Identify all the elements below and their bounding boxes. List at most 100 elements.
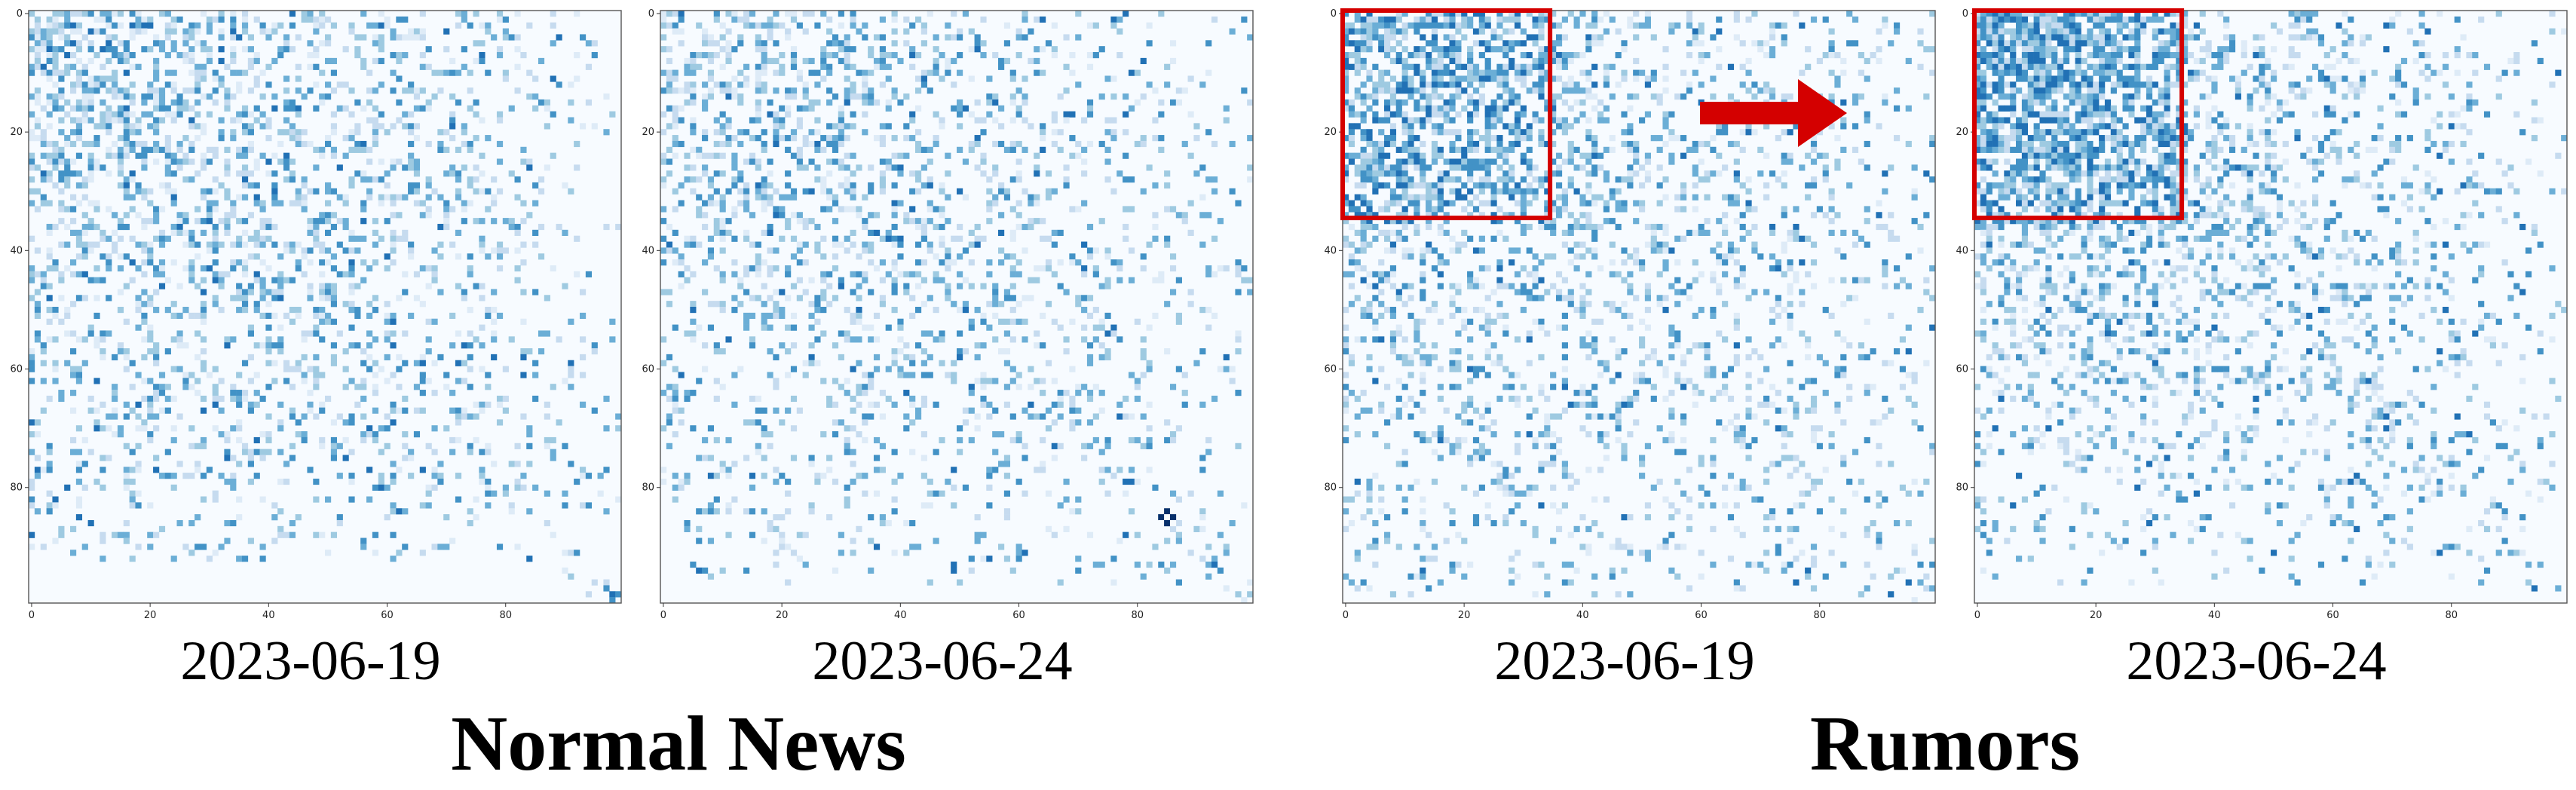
heatmap-cell <box>200 473 207 479</box>
heatmap-cell <box>325 550 332 556</box>
heatmap-cell <box>241 176 249 183</box>
heatmap-cell <box>838 550 844 556</box>
heatmap-cell <box>425 336 432 343</box>
heatmap-cell <box>496 140 504 148</box>
heatmap-cell <box>319 295 326 302</box>
heatmap-cell <box>283 99 290 106</box>
heatmap-cell <box>158 146 166 153</box>
heatmap-cell <box>1343 81 1349 88</box>
heatmap-cell <box>603 93 610 100</box>
heatmap-cell <box>1075 206 1082 213</box>
heatmap-cell <box>467 519 473 527</box>
heatmap-cell <box>1420 22 1426 29</box>
heatmap-cell <box>1028 413 1034 420</box>
heatmap-cell <box>1051 140 1058 148</box>
heatmap-cell <box>52 158 59 165</box>
heatmap-cell <box>939 182 945 189</box>
heatmap-cell <box>951 484 957 491</box>
heatmap-cell <box>259 277 266 283</box>
heatmap-cell <box>538 57 545 65</box>
heatmap-cell <box>1514 75 1521 82</box>
heatmap-cell <box>749 484 756 491</box>
heatmap-cell <box>957 223 963 231</box>
heatmap-cell <box>1769 87 1776 94</box>
heatmap-cell <box>1550 52 1557 59</box>
heatmap-cell <box>1140 336 1147 343</box>
heatmap-cell <box>123 531 130 538</box>
heatmap-cell <box>425 46 432 53</box>
heatmap-cell <box>1532 81 1539 88</box>
heatmap-cell <box>678 140 685 148</box>
heatmap-cell <box>808 105 815 112</box>
heatmap-cell <box>1040 123 1046 130</box>
heatmap-cell <box>259 241 266 248</box>
heatmap-cell <box>188 57 195 65</box>
heatmap-cell <box>87 277 94 283</box>
heatmap-cell <box>502 16 509 23</box>
heatmap-cell <box>1104 129 1111 136</box>
heatmap-cell <box>702 28 709 35</box>
heatmap-cell <box>1164 241 1171 248</box>
heatmap-cell <box>725 188 732 194</box>
heatmap-cell <box>820 473 827 479</box>
heatmap-cell <box>46 69 53 76</box>
heatmap-cell <box>1247 277 1254 283</box>
heatmap-cell <box>218 307 225 314</box>
heatmap-cell <box>461 413 467 420</box>
heatmap-cell <box>1550 117 1557 124</box>
heatmap-cell <box>690 235 697 242</box>
heatmap-cell <box>785 478 792 485</box>
heatmap-cell <box>767 431 773 438</box>
heatmap-cell <box>856 271 862 277</box>
heatmap-cell <box>419 407 426 414</box>
heatmap-cell <box>1834 135 1841 142</box>
heatmap-cell <box>986 413 993 420</box>
heatmap-cell <box>719 218 726 225</box>
heatmap-cell <box>1443 99 1450 106</box>
heatmap-cell <box>1009 271 1016 277</box>
heatmap-cell <box>372 550 379 556</box>
heatmap-cell <box>158 241 166 248</box>
heatmap-cell <box>856 473 862 479</box>
heatmap-cell <box>838 40 844 47</box>
heatmap-cell <box>236 556 243 562</box>
heatmap-cell <box>885 519 892 527</box>
heatmap-cell <box>796 22 803 29</box>
heatmap-cell <box>1561 63 1568 70</box>
heatmap-cell <box>514 544 521 550</box>
heatmap-cell <box>785 218 792 225</box>
heatmap-cell <box>212 235 219 242</box>
heatmap-cell <box>307 283 314 289</box>
heatmap-cell <box>897 99 904 106</box>
heatmap-cell <box>330 253 338 260</box>
heatmap-cell <box>1384 135 1391 142</box>
heatmap-cell <box>87 247 94 254</box>
heatmap-cell <box>514 277 521 283</box>
heatmap-cell <box>856 318 862 325</box>
heatmap-cell <box>885 229 892 236</box>
heatmap-cell <box>247 63 254 70</box>
heatmap-cell <box>212 176 219 183</box>
heatmap-cell <box>1509 46 1515 53</box>
heatmap-cell <box>176 223 183 231</box>
heatmap-cell <box>277 419 284 426</box>
heatmap-cell <box>372 40 379 47</box>
heatmap-cell <box>1034 218 1040 225</box>
heatmap-cell <box>773 525 780 532</box>
heatmap-cell <box>1069 69 1076 76</box>
heatmap-cell <box>1401 111 1408 118</box>
heatmap-cell <box>396 354 403 361</box>
heatmap-cell <box>106 455 112 461</box>
heatmap-cell <box>666 395 673 403</box>
heatmap-cell <box>408 253 415 260</box>
heatmap-cell <box>1585 46 1592 53</box>
heatmap-cell <box>413 182 421 189</box>
heatmap-cell <box>283 158 290 165</box>
heatmap-cell <box>1389 135 1397 142</box>
heatmap-cell <box>342 218 349 225</box>
heatmap-cell <box>838 241 844 248</box>
heatmap-cell <box>289 366 296 372</box>
heatmap-cell <box>277 401 284 408</box>
heatmap-cell <box>666 105 673 112</box>
heatmap-cell <box>112 46 118 53</box>
